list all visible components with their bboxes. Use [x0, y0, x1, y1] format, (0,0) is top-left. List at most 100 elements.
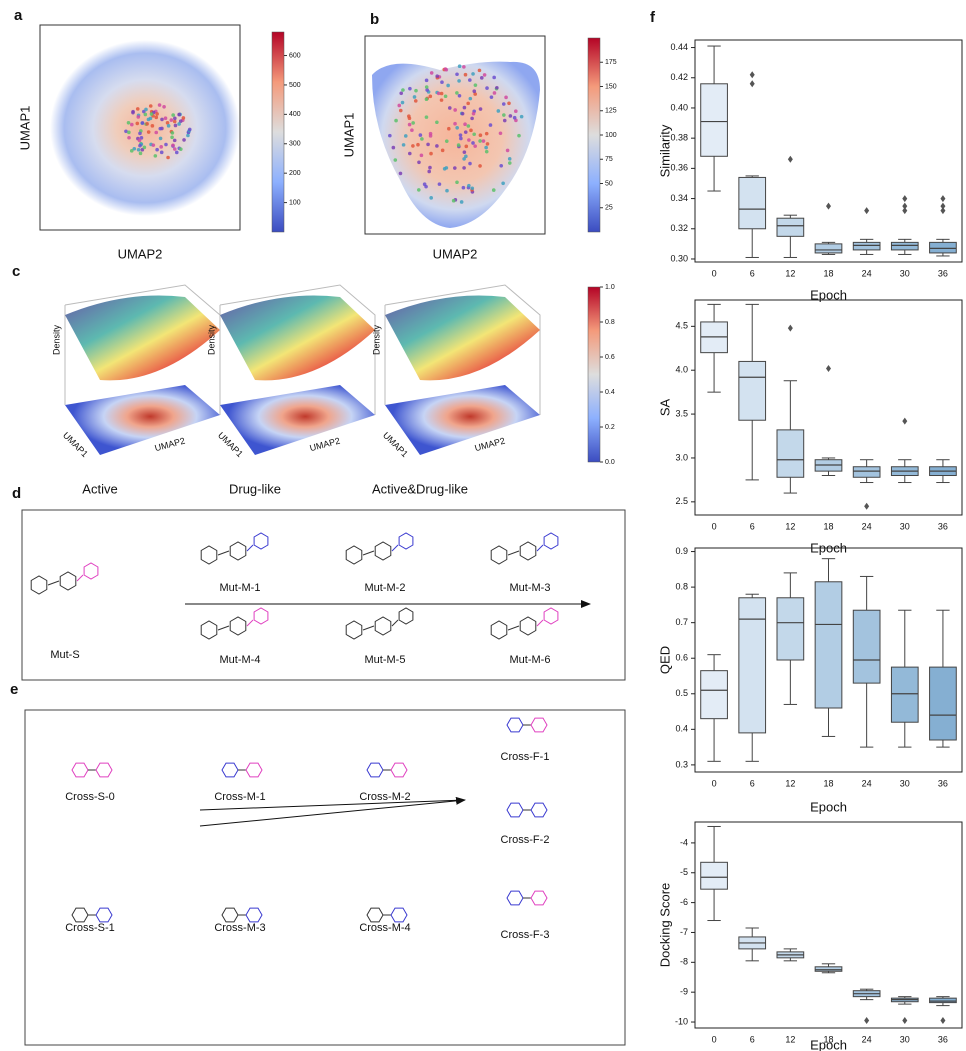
- scatter-dot: [471, 141, 475, 145]
- scatter-dot: [417, 160, 421, 164]
- y-axis-label: SA: [657, 399, 672, 417]
- scatter-dot: [459, 133, 463, 137]
- scatter-dot: [135, 122, 139, 126]
- x-tick-label: 24: [862, 1034, 872, 1044]
- scatter-dot: [445, 189, 449, 193]
- x-tick-label: 24: [862, 778, 872, 788]
- panel-label: e: [10, 681, 18, 698]
- scatter-dot: [408, 87, 412, 91]
- outlier: [750, 80, 755, 87]
- axis-label: UMAP2: [433, 246, 478, 261]
- panel-label: d: [12, 485, 21, 502]
- molecule-ring: [544, 608, 558, 624]
- molecule-label: Cross-S-1: [65, 922, 115, 934]
- x-tick-label: 6: [750, 268, 755, 278]
- box: [739, 177, 766, 228]
- box: [739, 361, 766, 420]
- x-tick-label: 0: [712, 521, 717, 531]
- scatter-dot: [484, 146, 488, 150]
- x-tick-label: 30: [900, 521, 910, 531]
- y-tick-label: 0.7: [675, 617, 688, 627]
- colorbar-tick-label: 0.0: [605, 459, 615, 466]
- scatter-dot: [468, 162, 472, 166]
- scatter-dot: [492, 188, 496, 192]
- panel-label: a: [14, 7, 23, 24]
- scatter-dot: [173, 147, 177, 151]
- scatter-dot: [435, 74, 439, 78]
- scatter-dot: [182, 116, 186, 120]
- axis-label: Density: [51, 324, 61, 355]
- scatter-dot: [497, 109, 501, 113]
- scatter-dot: [399, 172, 403, 176]
- outlier: [940, 195, 945, 202]
- y-tick-label: -7: [680, 927, 688, 937]
- plot-frame: [695, 300, 962, 515]
- box: [777, 430, 804, 477]
- molecule-ring: [201, 621, 217, 639]
- scatter-dot: [479, 107, 483, 111]
- scatter-dot: [482, 139, 486, 143]
- x-tick-label: 0: [712, 1034, 717, 1044]
- molecule-ring: [507, 891, 523, 905]
- scatter-dot: [458, 94, 462, 98]
- colorbar-tick-label: 75: [605, 156, 613, 163]
- scatter-dot: [504, 96, 508, 100]
- scatter-dot: [158, 127, 162, 131]
- molecule-bond: [508, 626, 519, 630]
- scatter-dot: [136, 115, 140, 119]
- scatter-dot: [440, 92, 444, 96]
- density-surface: [385, 295, 540, 380]
- scatter-dot: [425, 115, 429, 119]
- scatter-dot: [179, 147, 183, 151]
- scatter-dot: [420, 154, 424, 158]
- molecule-bond: [537, 545, 543, 551]
- scatter-dot: [462, 186, 466, 190]
- scatter-dot: [502, 113, 506, 117]
- scatter-dot: [419, 133, 423, 137]
- y-tick-label: -10: [675, 1016, 688, 1026]
- scatter-dot: [460, 200, 464, 204]
- box: [815, 244, 842, 253]
- axis-label: UMAP2: [474, 436, 507, 454]
- y-tick-label: 2.5: [675, 496, 688, 506]
- box: [930, 242, 957, 253]
- scatter-dot: [139, 152, 143, 156]
- scatter-dot: [425, 79, 429, 83]
- scatter-dot: [155, 112, 159, 116]
- molecule-ring: [507, 803, 523, 817]
- colorbar-tick-label: 125: [605, 108, 617, 115]
- scatter-dot: [479, 133, 483, 137]
- scatter-dot: [408, 116, 412, 120]
- molecule-bond: [218, 626, 229, 630]
- scatter-dot: [414, 89, 418, 93]
- molecule-ring: [96, 763, 112, 777]
- x-tick-label: 30: [900, 268, 910, 278]
- y-tick-label: 0.38: [670, 133, 688, 143]
- molecule-label: Cross-F-3: [501, 929, 550, 941]
- scatter-dot: [127, 131, 131, 135]
- scatter-dot: [138, 132, 142, 136]
- scatter-dot: [446, 84, 450, 88]
- scatter-dot: [397, 104, 401, 108]
- outlier: [864, 1017, 869, 1024]
- box: [853, 242, 880, 250]
- scatter-dot: [424, 185, 428, 189]
- molecule-bond: [392, 620, 398, 626]
- molecule-ring: [230, 542, 246, 560]
- y-tick-label: 0.5: [675, 688, 688, 698]
- outlier: [902, 203, 907, 210]
- scatter-dot: [495, 86, 499, 90]
- molecule-ring: [72, 908, 88, 922]
- scatter-dot: [502, 102, 506, 106]
- scatter-dot: [463, 150, 467, 154]
- scatter-dot: [467, 184, 471, 188]
- colorbar-tick-label: 500: [289, 82, 301, 89]
- molecule-ring: [399, 533, 413, 549]
- box: [815, 967, 842, 971]
- molecule-label: Cross-M-2: [359, 791, 410, 803]
- y-tick-label: 0.9: [675, 546, 688, 556]
- scatter-dot: [394, 119, 398, 123]
- scatter-dot: [472, 132, 476, 136]
- colorbar-tick-label: 100: [289, 199, 301, 206]
- box: [853, 610, 880, 683]
